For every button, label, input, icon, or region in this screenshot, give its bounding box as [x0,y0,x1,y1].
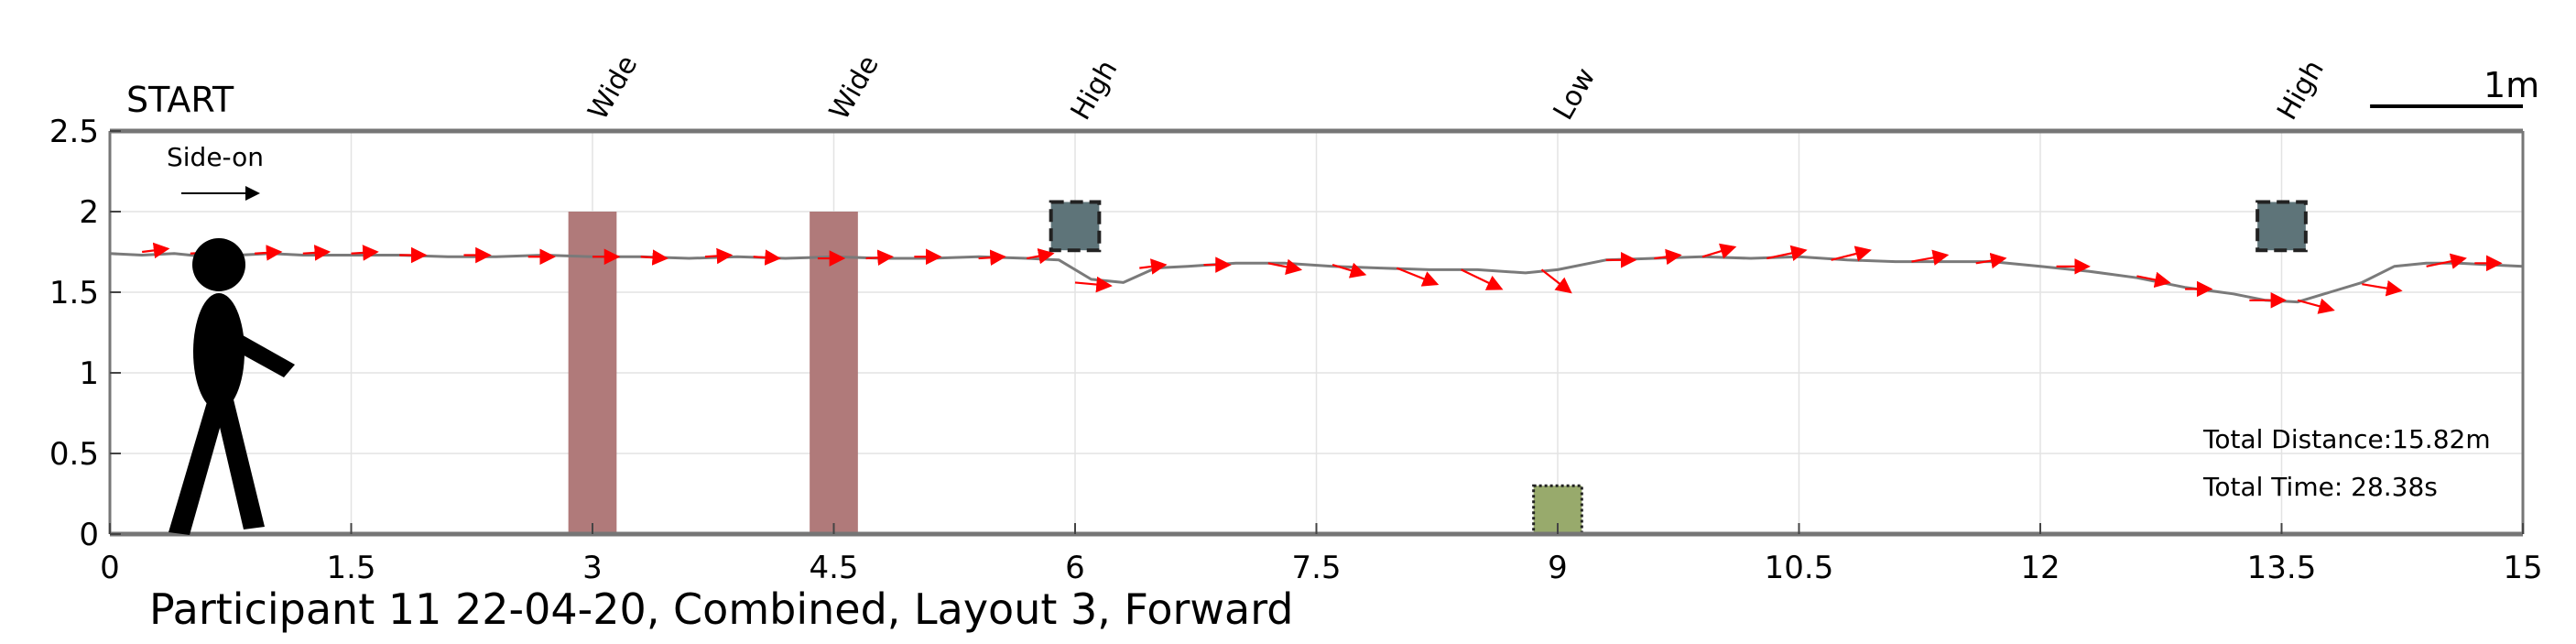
chart-title: Participant 11 22-04-20, Combined, Layou… [149,584,1294,634]
orientation-arrow [1766,245,1808,262]
orientation-arrow [255,245,283,261]
obstacle-label: Low [1548,62,1603,126]
orientation-arrow [141,242,170,259]
orientation-arrow [2297,298,2335,314]
orientation-arrow [978,249,1006,267]
orientation-arrow [1331,262,1367,278]
x-tick-label: 12 [2020,550,2060,586]
y-tick-label: 2 [79,194,99,231]
axes: 0 1.5 3 4.5 6 7.5 9 10.5 12 13.5 15 0 0.5 1 1.5 2 2.5 [49,114,2543,586]
figure-body [193,293,245,410]
obstacle-high [1049,200,1102,253]
orientation-arrow [351,245,379,261]
figure-leg-front [212,396,265,529]
orientation-arrows [141,242,2503,314]
obstacles [568,200,2308,536]
total-time-label: Total Time: 28.38s [2202,472,2438,502]
orientation-arrow [640,249,669,266]
figure-arm [231,332,295,377]
orientation-arrow [1267,258,1303,275]
start-label: START [126,80,234,120]
orientation-arrow [2362,280,2403,297]
orientation-arrow [1654,248,1682,266]
figure-leg-back [168,396,229,535]
direction-label: Side-on [167,142,264,172]
orientation-arrow [1074,276,1113,293]
x-tick-label: 9 [1548,550,1568,586]
obstacle-label: High [1065,55,1125,126]
orientation-arrow [2136,271,2171,289]
orientation-arrow [1396,267,1440,287]
chart-labels: START 1m Side-on Total Distance:15.82m T… [126,50,2539,502]
grid-lines [110,131,2523,534]
orientation-arrow [1831,246,1872,262]
orientation-arrow [1027,247,1055,265]
y-tick-label: 0 [79,517,99,553]
x-tick-label: 1.5 [326,550,375,586]
x-tick-label: 15 [2503,550,2542,586]
obstacle-wide [568,212,617,534]
orientation-arrow [1701,243,1737,259]
orientation-arrow [704,247,734,265]
orientation-arrow [753,249,781,266]
orientation-arrow [865,249,894,267]
obstacle-label: High [2271,55,2331,126]
walking-figure-icon [168,238,295,535]
orientation-arrow [1975,252,2007,269]
y-tick-label: 0.5 [49,436,99,473]
total-distance-label: Total Distance:15.82m [2202,424,2491,454]
x-tick-label: 13.5 [2247,550,2317,586]
orientation-arrow [1911,249,1950,266]
x-tick-label: 6 [1065,550,1085,586]
orientation-arrow [1139,258,1168,275]
figure-head [192,238,245,291]
y-tick-label: 2.5 [49,114,99,150]
orientation-arrow [1461,268,1504,290]
y-tick-label: 1 [79,355,99,392]
obstacle-label: Wide [823,50,886,126]
y-tick-label: 1.5 [49,275,99,311]
x-tick-label: 3 [582,550,603,586]
obstacle-wide [810,212,858,534]
orientation-arrow [1540,268,1572,294]
x-tick-label: 4.5 [809,550,858,586]
obstacle-high [2255,200,2308,253]
x-tick-label: 0 [100,550,120,586]
orientation-arrow [302,245,332,261]
x-tick-label: 7.5 [1291,550,1341,586]
x-tick-label: 10.5 [1765,550,1834,586]
obstacle-label: Wide [582,50,645,126]
orientation-arrow [2426,253,2467,269]
scale-bar-label: 1m [2484,65,2539,105]
